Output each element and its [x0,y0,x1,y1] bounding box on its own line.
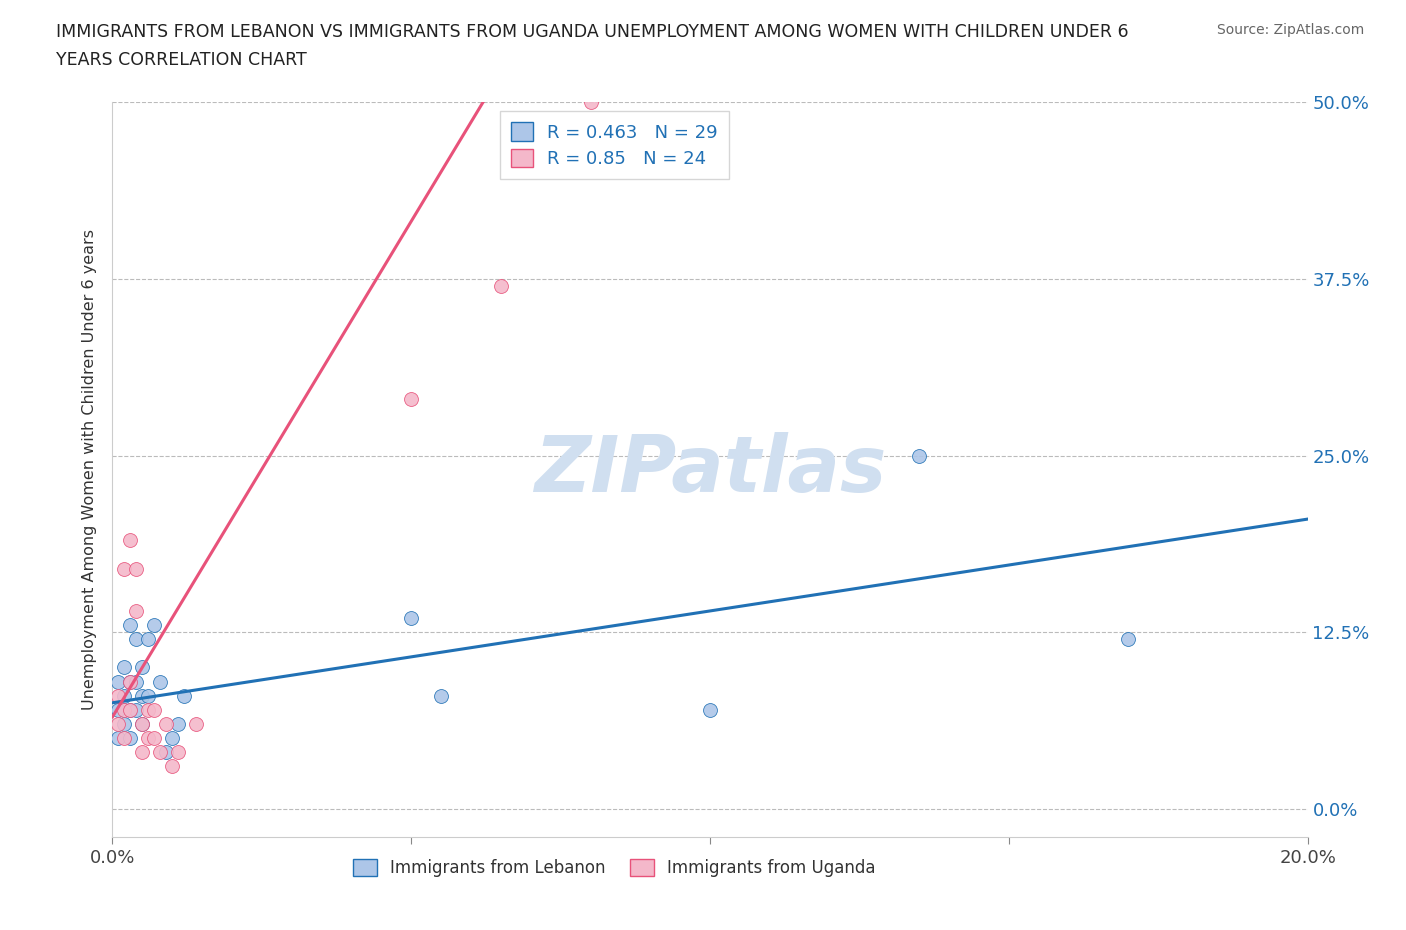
Text: Source: ZipAtlas.com: Source: ZipAtlas.com [1216,23,1364,37]
Point [143,618,166,632]
Point [138,688,160,703]
Point [1118,631,1140,646]
Point [430,688,453,703]
Point [107,716,129,731]
Point [162,731,183,746]
Point [138,702,160,717]
Point [120,674,142,689]
Point [149,745,172,760]
Point [125,674,148,689]
Point [114,716,135,731]
Point [125,702,148,717]
Point [125,604,148,618]
Point [120,618,142,632]
Point [138,631,160,646]
Point [120,702,142,717]
Point [120,731,142,746]
Point [114,731,135,746]
Point [114,561,135,576]
Point [155,745,177,760]
Point [120,533,142,548]
Point [107,674,129,689]
Point [699,702,721,717]
Point [125,631,148,646]
Point [131,716,153,731]
Text: YEARS CORRELATION CHART: YEARS CORRELATION CHART [56,51,307,69]
Text: ZIPatlas: ZIPatlas [534,432,886,508]
Point [489,279,512,294]
Point [401,611,423,626]
Point [138,731,160,746]
Point [908,448,931,463]
Point [131,745,153,760]
Point [186,716,208,731]
Point [120,674,142,689]
Point [143,702,166,717]
Point [120,702,142,717]
Point [162,759,183,774]
Point [131,660,153,675]
Point [579,95,602,110]
Y-axis label: Unemployment Among Women with Children Under 6 years: Unemployment Among Women with Children U… [82,229,97,711]
Point [114,688,135,703]
Point [143,731,166,746]
Point [173,688,195,703]
Point [125,561,148,576]
Point [107,688,129,703]
Text: IMMIGRANTS FROM LEBANON VS IMMIGRANTS FROM UGANDA UNEMPLOYMENT AMONG WOMEN WITH : IMMIGRANTS FROM LEBANON VS IMMIGRANTS FR… [56,23,1129,41]
Point [155,716,177,731]
Point [401,392,423,406]
Point [131,716,153,731]
Point [167,745,190,760]
Point [114,660,135,675]
Legend: Immigrants from Lebanon, Immigrants from Uganda: Immigrants from Lebanon, Immigrants from… [347,852,882,883]
Point [149,674,172,689]
Point [114,702,135,717]
Point [107,731,129,746]
Point [131,688,153,703]
Point [107,702,129,717]
Point [167,716,190,731]
